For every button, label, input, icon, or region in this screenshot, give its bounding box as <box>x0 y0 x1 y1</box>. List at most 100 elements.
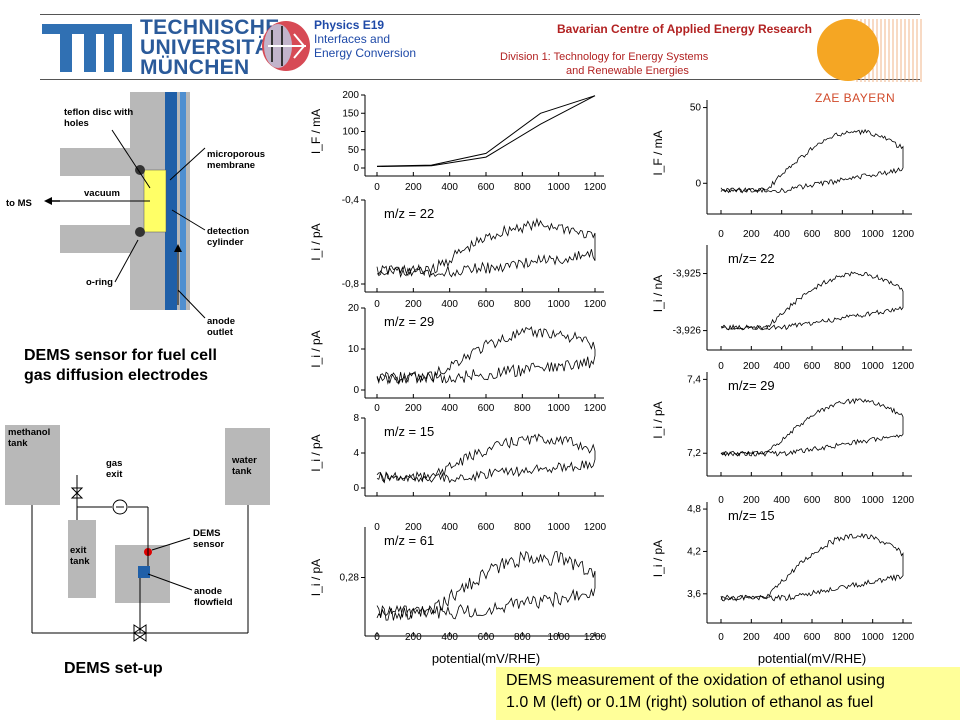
sensor-caption-line-2: gas diffusion electrodes <box>24 367 209 384</box>
chart-7-y-label: I_i / pA <box>651 401 665 438</box>
label-vacuum: vacuum <box>84 188 120 199</box>
chart-3-y-tick-label: 0 <box>353 483 359 494</box>
chart-2-x-tick-label: 200 <box>405 403 422 414</box>
chart-4-x-label: potential(mV/RHE) <box>432 651 540 666</box>
chart-5-x-tick-label: 0 <box>718 229 724 240</box>
chart-2-annotation: m/z = 29 <box>384 314 434 329</box>
chart-1-y-label: I_i / pA <box>309 223 323 260</box>
chart-3-x-tick-label: 200 <box>405 522 422 533</box>
chart-3-annotation: m/z = 15 <box>384 424 434 439</box>
chart-2-y-tick-label: 10 <box>348 344 360 355</box>
chart-8-x-tick-label: 600 <box>804 632 821 643</box>
chart-0-series-1 <box>376 95 596 167</box>
chart-5-x-tick-label: 400 <box>773 229 790 240</box>
chart-4-x-tick-label: 1200 <box>584 632 607 643</box>
chart-0-y-tick-label: 150 <box>342 108 359 119</box>
chart-0-y-tick-label: 100 <box>342 127 359 138</box>
label-exit-tank: exit tank <box>70 545 90 567</box>
chart-3-trace <box>376 433 596 484</box>
label-anode-outlet: anode outlet <box>207 316 235 338</box>
chart-3-y-tick-label: 8 <box>353 413 359 424</box>
physics-logo <box>262 21 310 71</box>
chart-5-x-tick-label: 600 <box>804 229 821 240</box>
chart-6-y-tick-label: -3,926 <box>673 326 702 337</box>
chart-2-x-tick-label: 0 <box>374 403 380 414</box>
chart-4-x-tick-label: 200 <box>405 632 422 643</box>
chart-6-x-tick-label: 0 <box>718 361 724 372</box>
chart-6-x-tick-label: 1200 <box>892 361 915 372</box>
chart-2-y-tick-label: 0 <box>353 385 359 396</box>
chart-7-trace <box>720 397 904 457</box>
label-gas-exit: gas exit <box>106 458 123 480</box>
physics-line-3: Energy Conversion <box>314 46 417 60</box>
chart-6-x-tick-label: 600 <box>804 361 821 372</box>
chart-0-x-tick-label: 400 <box>441 182 458 193</box>
chart-8-x-label: potential(mV/RHE) <box>758 651 866 666</box>
dems-sensor-diagram <box>44 92 206 319</box>
chart-8-x-tick-label: 200 <box>743 632 760 643</box>
chart-0-series-0 <box>376 95 596 167</box>
caption-box-line-2: 1.0 M (left) or 0.1M (right) solution of… <box>506 694 874 711</box>
dems-setup-diagram <box>5 425 270 642</box>
chart-0-x-tick-label: 1000 <box>548 182 571 193</box>
chart-1-x-tick-label: 200 <box>405 299 422 310</box>
chart-6-x-tick-label: 800 <box>834 361 851 372</box>
chart-4-x-tick-label: 0 <box>374 632 380 643</box>
chart-2-x-tick-label: 1000 <box>548 403 571 414</box>
chart-0-x-tick-label: 200 <box>405 182 422 193</box>
chart-7-x-tick-label: 800 <box>834 495 851 506</box>
chart-3-x-tick-label: 600 <box>478 522 495 533</box>
chart-8-x-tick-label: 400 <box>773 632 790 643</box>
chart-2-x-tick-label: 400 <box>441 403 458 414</box>
chart-8-x-tick-label: 1000 <box>862 632 885 643</box>
physics-title: Physics E19 <box>314 18 385 32</box>
division-line-1: Division 1: Technology for Energy System… <box>500 51 709 63</box>
caption-box-line-1: DEMS measurement of the oxidation of eth… <box>506 672 885 689</box>
label-dems-sensor: DEMS sensor <box>193 528 225 550</box>
chart-6-x-tick-label: 1000 <box>862 361 885 372</box>
bavarian-centre-title: Bavarian Centre of Applied Energy Resear… <box>557 22 812 36</box>
chart-6-y-label: I_i / nA <box>651 275 665 312</box>
setup-caption: DEMS set-up <box>64 660 163 677</box>
chart-3-x-tick-label: 400 <box>441 522 458 533</box>
physics-line-2: Interfaces and <box>314 32 391 46</box>
chart-7-y-tick-label: 7,2 <box>687 448 701 459</box>
chart-8-annotation: m/z= 15 <box>728 508 775 523</box>
chart-4-x-tick-label: 600 <box>478 632 495 643</box>
tum-line-3: MÜNCHEN <box>140 56 250 79</box>
sensor-caption-line-1: DEMS sensor for fuel cell <box>24 347 217 364</box>
label-water-tank: water tank <box>232 455 257 477</box>
chart-4-y-tick-label: 0,28 <box>340 573 360 584</box>
measurement-caption-box: DEMS measurement of the oxidation of eth… <box>496 667 960 720</box>
chart-7-x-tick-label: 400 <box>773 495 790 506</box>
label-detection: detection cylinder <box>207 226 250 248</box>
chart-3-x-tick-label: 800 <box>514 522 531 533</box>
chart-1-y-tick-label: -0,4 <box>342 195 360 206</box>
label-anode-flowfield: anode flowfield <box>194 586 233 608</box>
chart-7-x-tick-label: 200 <box>743 495 760 506</box>
chart-0-y-tick-label: 0 <box>353 163 359 174</box>
zae-bayern-label: ZAE BAYERN <box>815 91 896 105</box>
chart-3-x-tick-label: 1200 <box>584 522 607 533</box>
chart-7-x-tick-label: 1200 <box>892 495 915 506</box>
chart-0-y-tick-label: 50 <box>348 145 360 156</box>
chart-0-y-tick-label: 200 <box>342 90 359 101</box>
chart-5-trace <box>720 128 904 194</box>
chart-8-x-tick-label: 0 <box>718 632 724 643</box>
chart-6-y-tick-label: -3,925 <box>673 269 702 280</box>
chart-7-x-tick-label: 1000 <box>862 495 885 506</box>
chart-1-trace <box>376 217 596 278</box>
chart-4-y-label: I_i / pA <box>309 559 323 596</box>
chart-1-annotation: m/z = 22 <box>384 206 434 221</box>
chart-4-x-tick-label: 800 <box>514 632 531 643</box>
chart-7-x-tick-label: 600 <box>804 495 821 506</box>
label-methanol-tank: methanol tank <box>8 427 51 449</box>
chart-2-y-label: I_i / pA <box>309 330 323 367</box>
chart-1-x-tick-label: 1000 <box>548 299 571 310</box>
chart-5-y-label: I_F / mA <box>651 130 665 175</box>
chart-6-annotation: m/z= 22 <box>728 251 775 266</box>
chart-4-trace <box>376 550 596 621</box>
chart-5-y-tick-label: 0 <box>695 178 701 189</box>
division-text: Division 1: Technology for Energy System… <box>500 50 770 78</box>
